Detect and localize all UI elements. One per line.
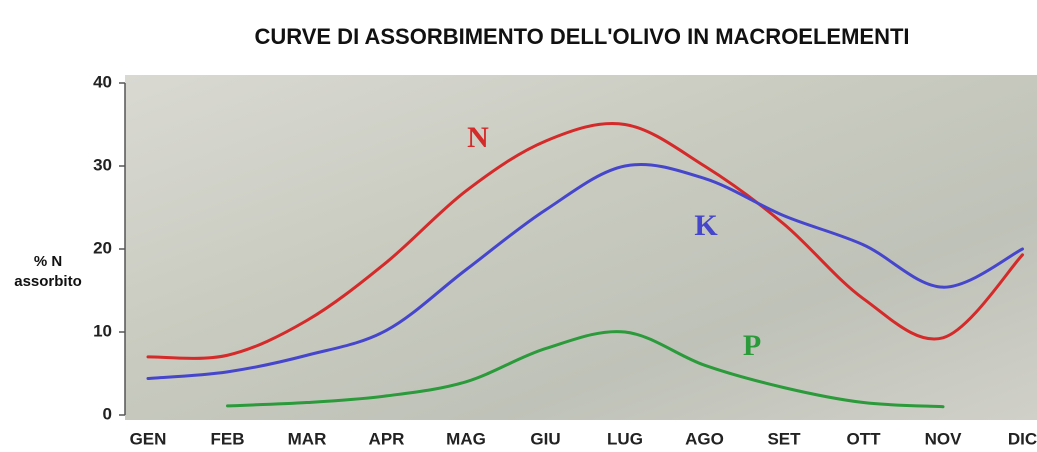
- series-label: N: [467, 121, 489, 154]
- y-tick-label: 10: [93, 321, 112, 340]
- series-line: [146, 122, 1024, 360]
- y-tick-label: 30: [93, 155, 112, 174]
- x-tick-label: GIU: [530, 429, 560, 448]
- x-tick-label: OTT: [847, 429, 882, 448]
- y-axis-label: assorbito: [14, 273, 82, 290]
- series-line: [146, 162, 1024, 380]
- x-tick-label: NOV: [925, 429, 963, 448]
- x-tick-label: MAG: [446, 429, 486, 448]
- series-line: [226, 330, 945, 409]
- y-tick-label: 40: [93, 72, 112, 91]
- series-label: K: [694, 209, 718, 242]
- x-tick-label: SET: [767, 429, 801, 448]
- x-tick-label: DIC: [1008, 429, 1037, 448]
- x-tick-label: GEN: [130, 429, 167, 448]
- x-tick-label: MAR: [288, 429, 327, 448]
- y-tick-label: 20: [93, 238, 112, 257]
- x-tick-label: AGO: [685, 429, 724, 448]
- series-label: P: [743, 329, 761, 362]
- x-tick-label: FEB: [211, 429, 245, 448]
- y-axis-label: % N: [34, 253, 62, 270]
- x-tick-label: LUG: [607, 429, 643, 448]
- x-tick-label: APR: [369, 429, 405, 448]
- y-tick-label: 0: [103, 404, 112, 423]
- chart-title: CURVE DI ASSORBIMENTO DELL'OLIVO IN MACR…: [254, 24, 909, 49]
